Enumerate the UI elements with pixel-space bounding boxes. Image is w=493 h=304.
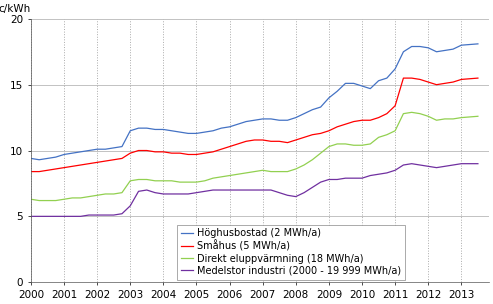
Småhus (5 MWh/a) xyxy=(194,153,200,156)
Line: Direkt eluppvärmning (18 MWh/a): Direkt eluppvärmning (18 MWh/a) xyxy=(31,112,478,201)
Direkt eluppvärmning (18 MWh/a) xyxy=(36,199,42,202)
Medelstor industri (2000 - 19 999 MWh/a) xyxy=(475,162,481,165)
Småhus (5 MWh/a) xyxy=(475,76,481,80)
Höghusbostad (2 MWh/a) xyxy=(301,112,307,116)
Medelstor industri (2000 - 19 999 MWh/a) xyxy=(28,215,34,218)
Medelstor industri (2000 - 19 999 MWh/a) xyxy=(268,188,274,192)
Småhus (5 MWh/a) xyxy=(293,138,299,142)
Medelstor industri (2000 - 19 999 MWh/a) xyxy=(194,191,200,195)
Medelstor industri (2000 - 19 999 MWh/a) xyxy=(326,178,332,181)
Direkt eluppvärmning (18 MWh/a) xyxy=(475,115,481,118)
Höghusbostad (2 MWh/a) xyxy=(293,116,299,119)
Småhus (5 MWh/a) xyxy=(400,76,406,80)
Höghusbostad (2 MWh/a) xyxy=(28,157,34,160)
Direkt eluppvärmning (18 MWh/a) xyxy=(334,142,340,146)
Småhus (5 MWh/a) xyxy=(284,141,290,144)
Line: Småhus (5 MWh/a): Småhus (5 MWh/a) xyxy=(31,78,478,171)
Höghusbostad (2 MWh/a) xyxy=(475,42,481,46)
Höghusbostad (2 MWh/a) xyxy=(202,130,208,134)
Medelstor industri (2000 - 19 999 MWh/a) xyxy=(103,213,108,217)
Höghusbostad (2 MWh/a) xyxy=(36,158,42,161)
Medelstor industri (2000 - 19 999 MWh/a) xyxy=(284,193,290,197)
Direkt eluppvärmning (18 MWh/a) xyxy=(28,197,34,201)
Direkt eluppvärmning (18 MWh/a) xyxy=(301,163,307,167)
Line: Medelstor industri (2000 - 19 999 MWh/a): Medelstor industri (2000 - 19 999 MWh/a) xyxy=(31,164,478,216)
Småhus (5 MWh/a) xyxy=(103,159,108,163)
Line: Höghusbostad (2 MWh/a): Höghusbostad (2 MWh/a) xyxy=(31,44,478,160)
Direkt eluppvärmning (18 MWh/a) xyxy=(409,111,415,114)
Direkt eluppvärmning (18 MWh/a) xyxy=(111,192,117,196)
Höghusbostad (2 MWh/a) xyxy=(111,146,117,150)
Medelstor industri (2000 - 19 999 MWh/a) xyxy=(409,162,415,165)
Småhus (5 MWh/a) xyxy=(28,170,34,173)
Direkt eluppvärmning (18 MWh/a) xyxy=(293,167,299,171)
Direkt eluppvärmning (18 MWh/a) xyxy=(276,170,282,173)
Legend: Höghusbostad (2 MWh/a), Småhus (5 MWh/a), Direkt eluppvärmning (18 MWh/a), Medel: Höghusbostad (2 MWh/a), Småhus (5 MWh/a)… xyxy=(177,225,405,280)
Höghusbostad (2 MWh/a) xyxy=(276,119,282,122)
Medelstor industri (2000 - 19 999 MWh/a) xyxy=(293,195,299,199)
Småhus (5 MWh/a) xyxy=(326,129,332,133)
Text: c/kWh: c/kWh xyxy=(0,4,31,14)
Höghusbostad (2 MWh/a) xyxy=(334,89,340,93)
Direkt eluppvärmning (18 MWh/a) xyxy=(202,179,208,183)
Småhus (5 MWh/a) xyxy=(268,140,274,143)
